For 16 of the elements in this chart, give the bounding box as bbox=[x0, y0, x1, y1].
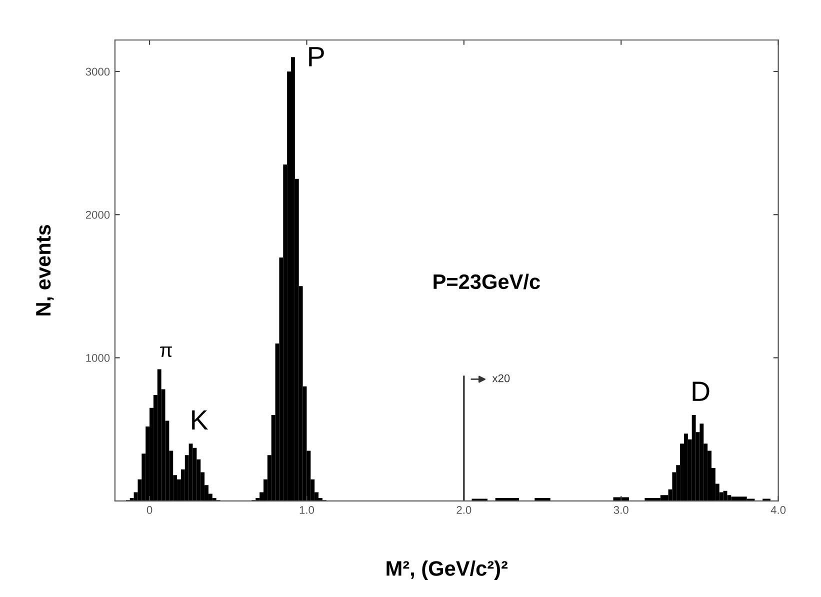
x-tick-label: 3.0 bbox=[614, 506, 628, 514]
y-tick-label: 3000 bbox=[86, 68, 110, 76]
annotation: D bbox=[692, 382, 710, 401]
x-tick-label: 0 bbox=[146, 506, 152, 514]
x-axis-title: M², (GeV/c²)² bbox=[386, 560, 508, 580]
annotation: P bbox=[309, 47, 324, 66]
x-tick-label: 1.0 bbox=[300, 506, 314, 514]
y-axis-title: N, events bbox=[36, 224, 54, 316]
x-tick-label: 4.0 bbox=[770, 506, 786, 514]
x-tick-label: 2.0 bbox=[456, 506, 472, 514]
ref-line-label: x20 bbox=[492, 374, 510, 382]
annotation: π bbox=[160, 346, 172, 358]
annotation: P=23GeV/c bbox=[434, 274, 540, 290]
y-tick-label: 2000 bbox=[86, 210, 110, 219]
y-tick-label: 1000 bbox=[86, 354, 110, 362]
annotation: K bbox=[192, 410, 208, 430]
